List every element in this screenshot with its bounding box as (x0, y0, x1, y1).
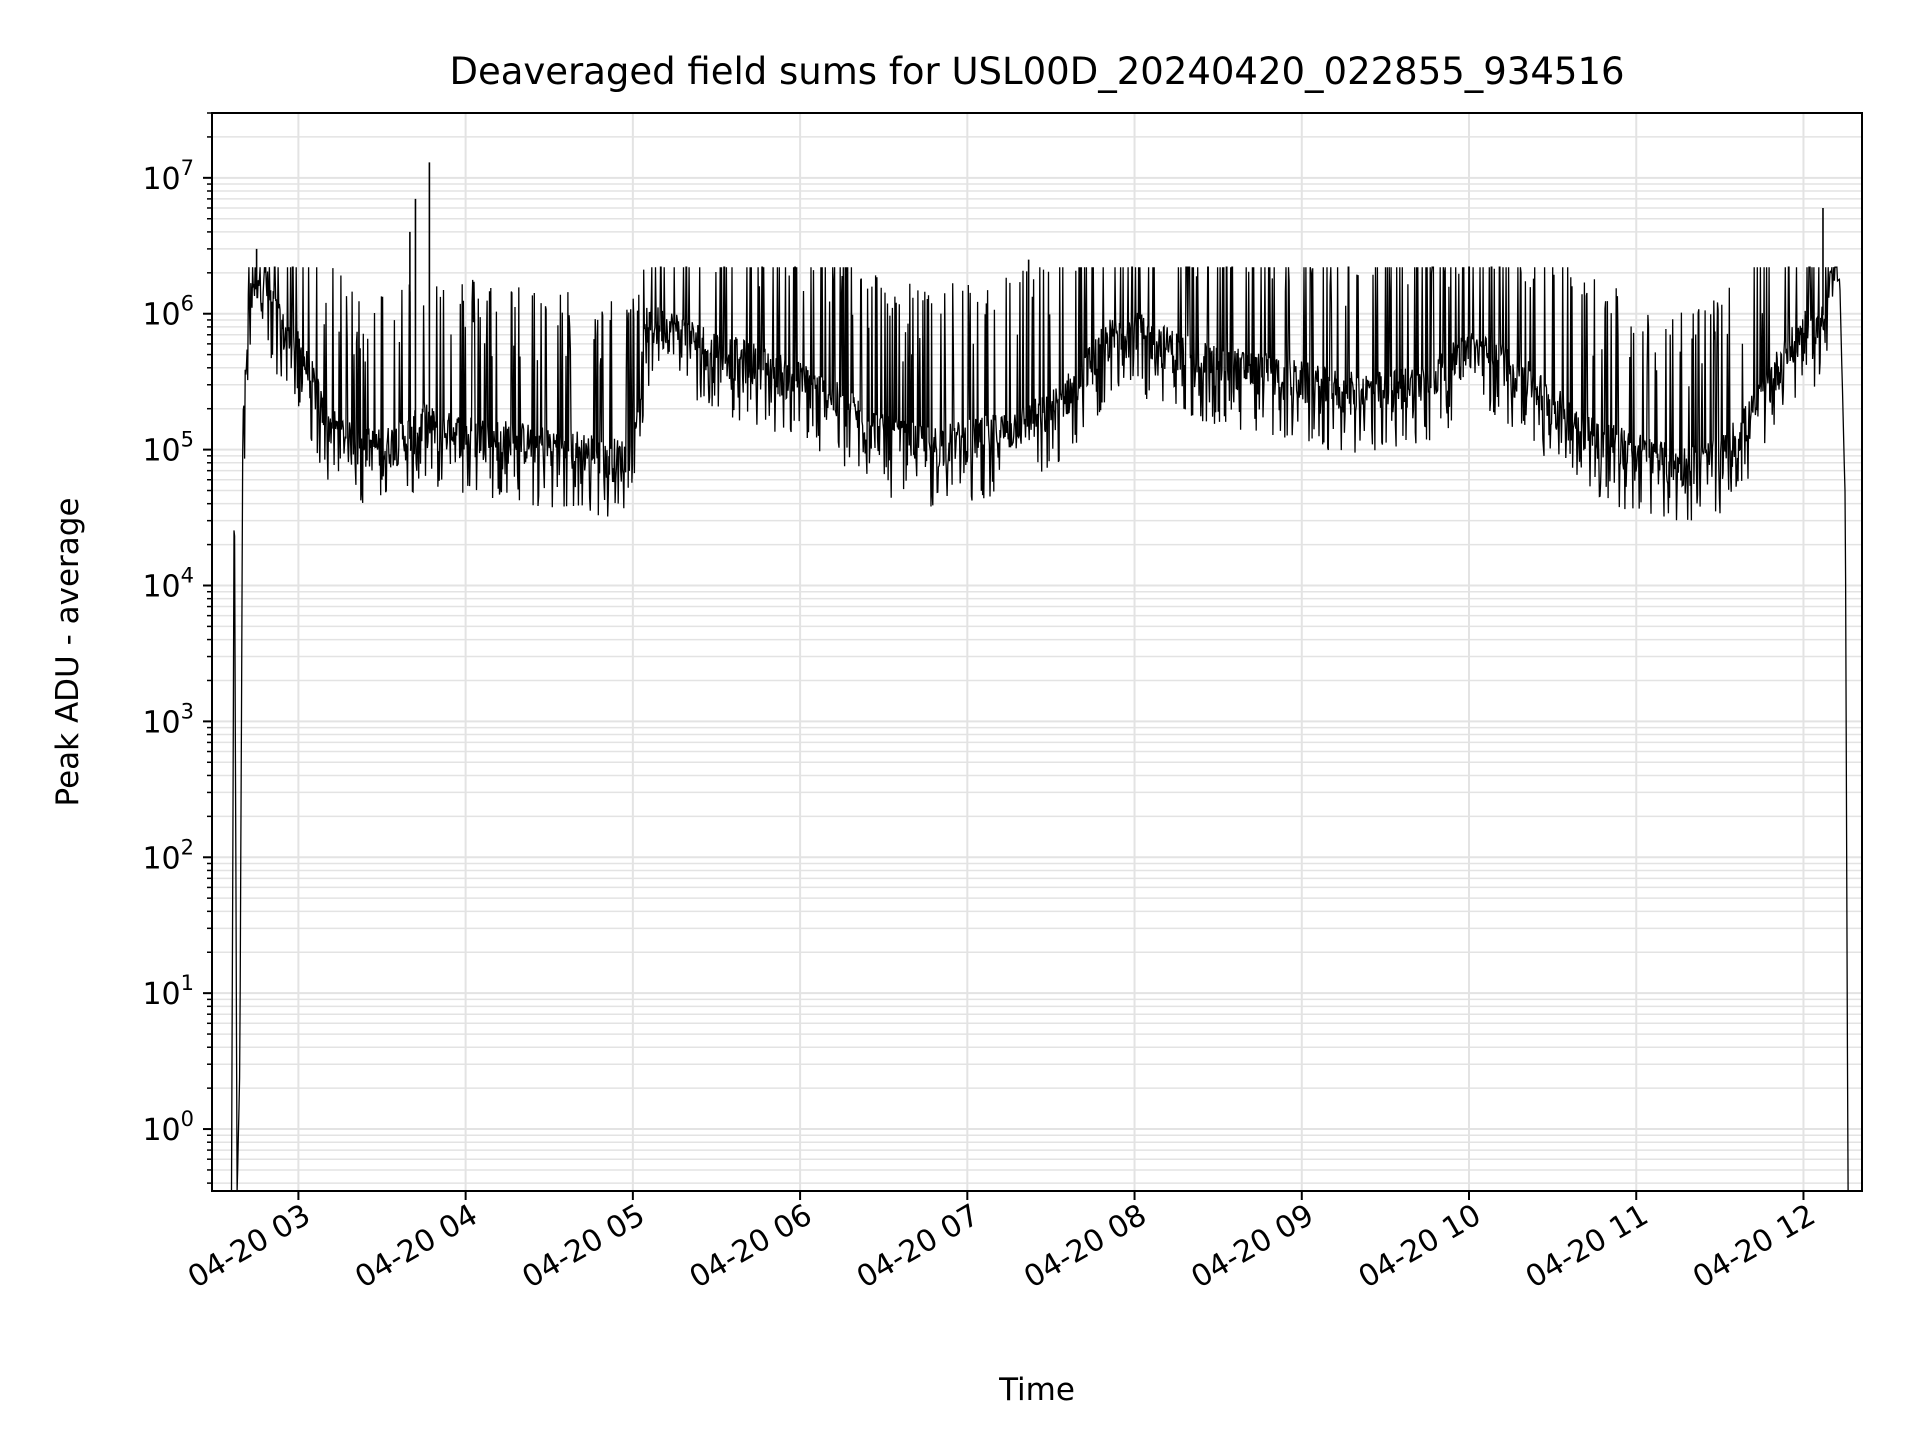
y-tick-label: 101 (142, 971, 194, 1012)
axes-frame (211, 112, 1863, 1192)
y-tick-label: 107 (142, 156, 194, 197)
y-tick-label: 103 (142, 699, 194, 740)
y-tick-label: 106 (142, 292, 194, 333)
chart-title: Deaveraged field sums for USL00D_2024042… (449, 50, 1624, 93)
y-tick-label: 105 (142, 428, 194, 469)
y-tick-label: 100 (142, 1107, 194, 1148)
grid (212, 112, 1862, 1191)
y-tick-label: 104 (142, 563, 194, 604)
y-axis-title: Peak ADU - average (50, 497, 86, 806)
plot-area (230, 162, 1849, 1192)
y-tick-label: 102 (142, 835, 194, 876)
x-axis-title: Time (998, 1372, 1075, 1408)
series-line (230, 266, 1849, 1192)
